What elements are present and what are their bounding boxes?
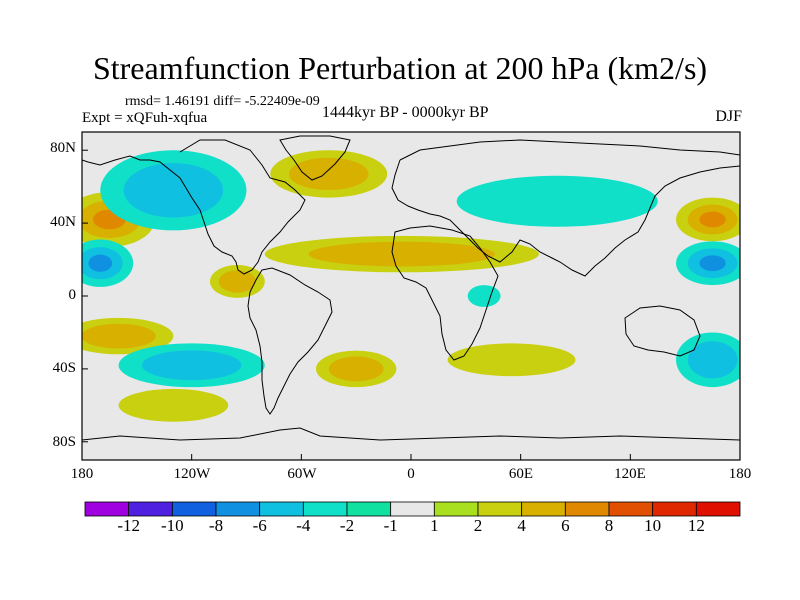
contour-level-4	[288, 157, 369, 191]
contour-level--6	[699, 255, 726, 272]
colorbar-swatch	[390, 501, 435, 517]
colorbar-swatch	[477, 501, 523, 517]
lon-label-60e: 60E	[508, 466, 534, 482]
coast-australia	[624, 305, 701, 357]
colorbar-label: 6	[561, 516, 570, 535]
colorbar-label: -4	[296, 516, 311, 535]
coast-south-america	[247, 267, 333, 415]
contour-field	[82, 150, 740, 422]
colorbar-swatch	[433, 501, 479, 517]
coast-antarctica	[82, 427, 740, 441]
contour-level-4	[218, 270, 257, 293]
anomaly-north-american-low	[100, 150, 247, 231]
season-text: DJF	[715, 108, 742, 125]
anomaly-australia-low	[676, 332, 740, 388]
contour-level-4	[308, 241, 496, 267]
lon-label-60w: 60W	[287, 466, 317, 482]
contour-level-2	[118, 388, 229, 422]
coastlines	[82, 135, 740, 441]
lat-label-40n: 40N	[50, 214, 76, 230]
colorbar-swatch	[695, 501, 741, 517]
colorbar-swatch	[259, 501, 304, 517]
anomaly-subtropical-pacific-low-east	[676, 241, 740, 286]
lat-label-80s: 80S	[52, 434, 76, 450]
contour-level--6	[88, 254, 113, 272]
contour-level--2	[467, 285, 501, 307]
lat-label-0: 0	[68, 287, 77, 303]
colorbar-swatch	[171, 501, 217, 517]
colorbar-label: -6	[252, 516, 267, 535]
lon-label-0: 0	[407, 466, 415, 482]
colorbar-label: -1	[383, 516, 398, 535]
chart-title: Streamfunction Perturbation at 200 hPa (…	[92, 50, 708, 86]
anomaly-south-pacific-high	[82, 317, 174, 355]
colorbar-label: -10	[160, 516, 184, 535]
lon-label-120w: 120W	[173, 466, 211, 482]
colorbar-label: 1	[430, 516, 439, 535]
anomaly-southern-ocean-high	[118, 388, 229, 422]
contour-level-6	[699, 211, 726, 228]
colorbar-label: 10	[644, 516, 662, 535]
contour-level-4	[82, 323, 156, 349]
lon-label-120e: 120E	[614, 466, 646, 482]
anomaly-subtropical-pacific-low-west	[82, 239, 134, 287]
period-text: 1444kyr BP - 0000kyr BP	[322, 104, 489, 121]
colorbar-swatch	[564, 501, 610, 517]
colorbar-swatch	[521, 501, 566, 517]
anomaly-n-pacific-high-east	[676, 197, 740, 242]
colorbar-label: 2	[473, 516, 483, 535]
colorbar-swatch	[128, 501, 173, 517]
colorbar-label: 4	[517, 516, 526, 535]
axis-ticks	[81, 149, 741, 460]
contour-level--2	[456, 175, 658, 227]
colorbar-label: -2	[339, 516, 355, 535]
colorbar-swatch	[84, 501, 130, 517]
stats-text: rmsd= 1.46191 diff= -5.22409e-09	[125, 94, 320, 109]
anomaly-greenland-high	[270, 150, 388, 198]
colorbar-label: -8	[208, 516, 224, 535]
lat-label-40s: 40S	[52, 360, 76, 376]
contour-level-4	[328, 356, 384, 382]
coast-greenland	[279, 135, 351, 181]
anomaly-east-africa-low	[467, 285, 501, 307]
contour-level--4	[141, 350, 242, 381]
colorbar-swatch	[608, 501, 654, 517]
lon-label-180e: 180	[728, 466, 752, 482]
contour-level--4	[123, 163, 224, 218]
anomaly-south-atlantic-high	[315, 350, 397, 388]
colorbar-swatch	[652, 501, 697, 517]
experiment-text: Expt = xQFuh-xqfua	[82, 110, 208, 126]
lat-label-80n: 80N	[50, 140, 76, 156]
contour-level-2	[447, 343, 576, 377]
anomaly-atlantic-africa-high	[264, 235, 539, 273]
coast-africa	[391, 225, 499, 361]
anomaly-eurasian-low	[456, 175, 658, 227]
coast-north-america	[82, 139, 306, 275]
colorbar-swatch	[302, 501, 348, 517]
colorbar-label: 8	[604, 516, 614, 535]
colorbar-label: -12	[117, 516, 140, 535]
contour-level--4	[687, 341, 738, 379]
anomaly-central-america-high	[209, 265, 265, 298]
coast-eurasia	[391, 139, 740, 277]
colorbar-label: 12	[687, 516, 705, 535]
colorbar-swatch	[346, 501, 392, 517]
anomaly-indian-ocean-high	[447, 343, 576, 377]
lon-label-180w: 180	[70, 466, 94, 482]
colorbar	[84, 501, 741, 517]
anomaly-south-pacific-low	[118, 343, 265, 388]
colorbar-swatch	[215, 501, 261, 517]
